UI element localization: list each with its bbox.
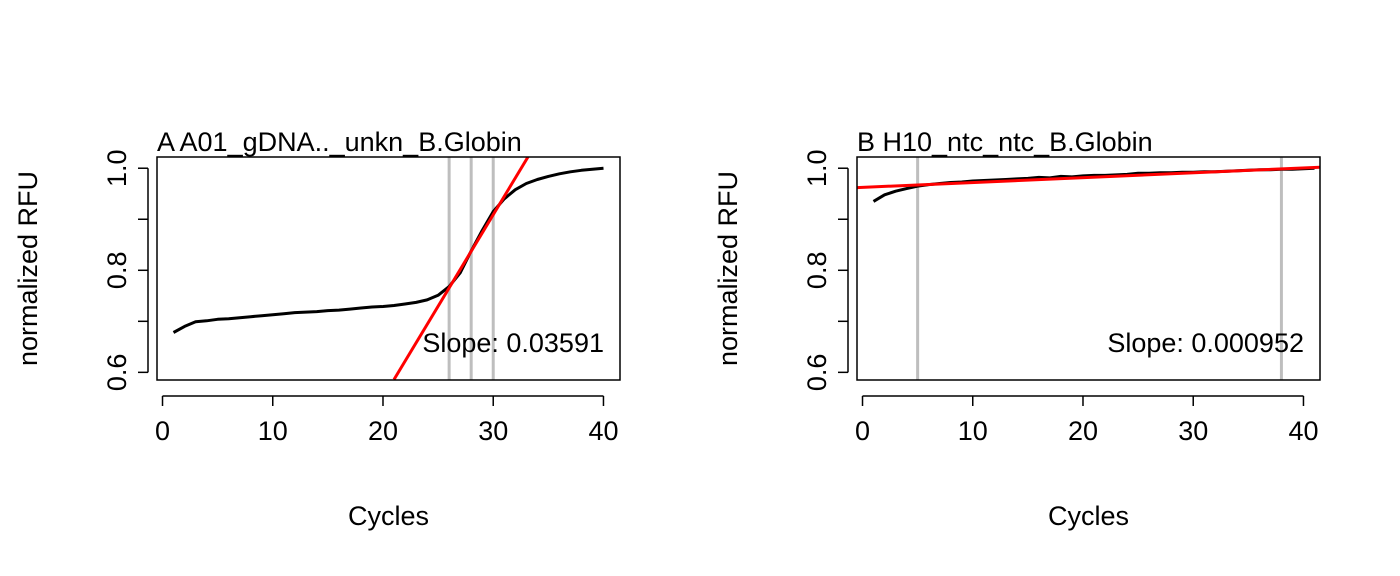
slope-annotation: Slope: 0.000952: [1107, 328, 1304, 358]
x-tick-label: 30: [1178, 416, 1208, 446]
panel-b: 0 10 20 30 40 0.6 0.8 1.0 B H10_ntc_ntc_B.Globin…: [713, 127, 1321, 531]
panel-a: 0 10 20 30 40 0.6 0.8 1.0 A A01_gDNA.._unkn_B.Gl…: [13, 127, 621, 531]
chart-title: B H10_ntc_ntc_B.Globin: [857, 127, 1153, 157]
y-axis-title: normalized RFU: [13, 171, 43, 366]
x-tick-label: 20: [368, 416, 398, 446]
x-tick-label: 20: [1068, 416, 1098, 446]
x-tick-label: 0: [855, 416, 870, 446]
y-tick-label: 1.0: [102, 149, 132, 187]
x-tick-label: 10: [958, 416, 988, 446]
y-tick-label: 0.6: [802, 354, 832, 392]
x-axis-title: Cycles: [348, 501, 429, 531]
x-tick-label: 40: [1288, 416, 1318, 446]
x-tick-label: 40: [588, 416, 618, 446]
slope-fit-line: [392, 157, 530, 380]
slope-annotation: Slope: 0.03591: [422, 328, 604, 358]
fluorescence-curve: [172, 166, 604, 334]
y-tick-label: 0.8: [802, 252, 832, 290]
x-tick-label: 0: [155, 416, 170, 446]
x-tick-label: 10: [258, 416, 288, 446]
plot-area: [857, 157, 1320, 380]
chart-title: A A01_gDNA.._unkn_B.Globin: [157, 127, 522, 157]
y-tick-label: 0.8: [102, 252, 132, 290]
slope-fit-line: [857, 165, 1320, 190]
x-tick-label: 30: [478, 416, 508, 446]
plot-area: [172, 157, 604, 380]
y-tick-label: 1.0: [802, 149, 832, 187]
y-axis-title: normalized RFU: [713, 171, 743, 366]
plot-frame: [156, 156, 621, 381]
x-axis-title: Cycles: [1048, 501, 1129, 531]
y-tick-label: 0.6: [102, 354, 132, 392]
plot-frame: [856, 156, 1321, 381]
